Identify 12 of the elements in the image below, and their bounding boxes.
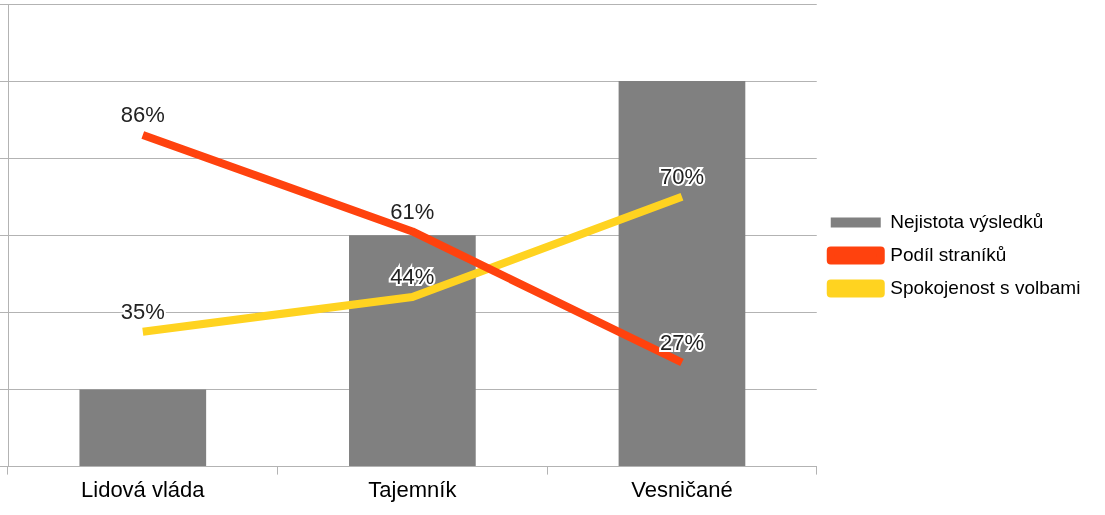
legend-label: Spokojenost s volbami (890, 276, 1081, 298)
legend-label: Nejistota výsledků (890, 210, 1044, 232)
x-tick-label: Vesničané (631, 476, 733, 502)
legend-label: Podíl straníků (890, 243, 1007, 265)
data-label: 44% (390, 264, 435, 290)
x-tick-label: Tajemník (368, 476, 458, 502)
x-tick-label: Lidová vláda (81, 476, 206, 502)
data-label: 27% (659, 329, 704, 355)
data-label: 61% (390, 198, 435, 224)
data-label: 70% (659, 163, 704, 189)
data-label: 86% (120, 102, 165, 128)
data-label: 35% (120, 298, 165, 324)
